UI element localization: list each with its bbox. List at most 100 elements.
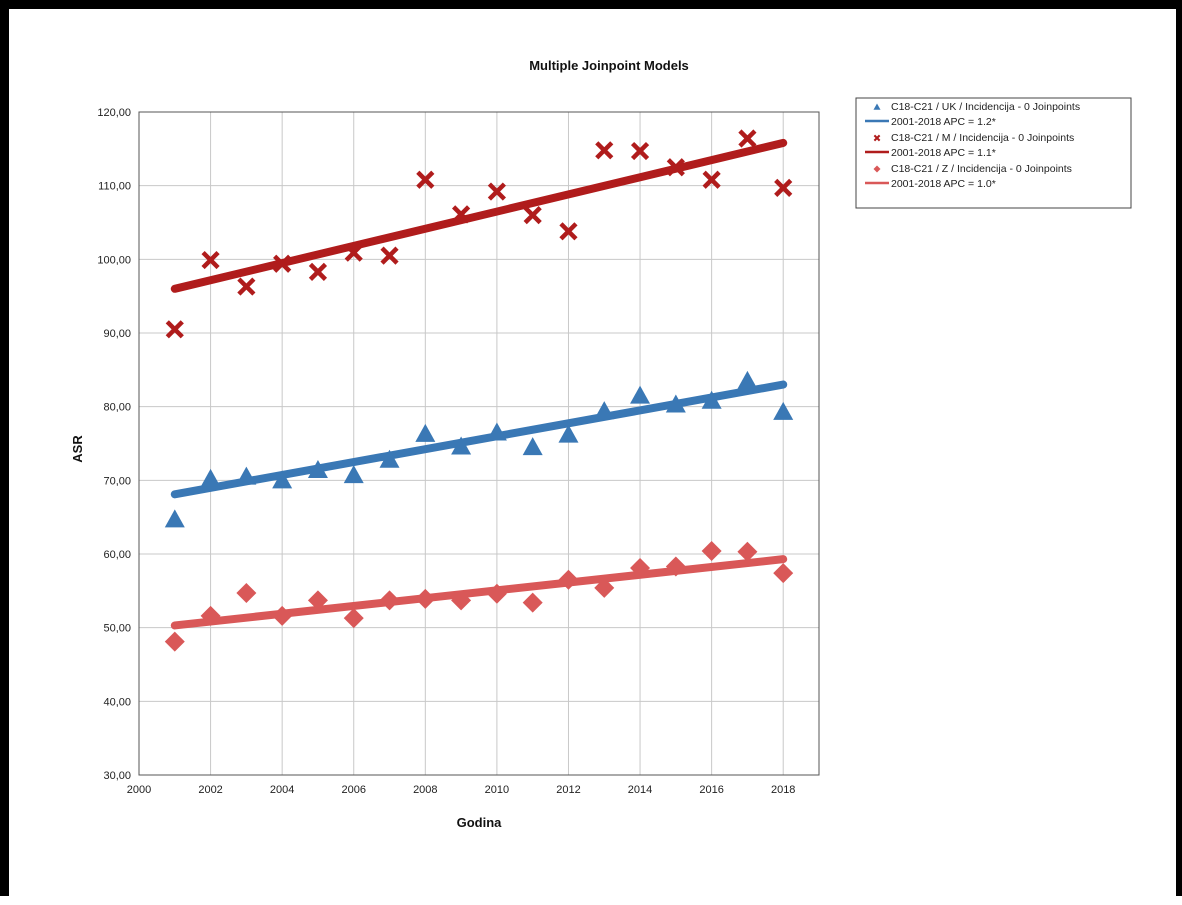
data-point-z bbox=[343, 608, 364, 629]
data-point-m bbox=[738, 129, 757, 148]
data-point-z bbox=[307, 590, 328, 611]
trend-line-z bbox=[170, 555, 788, 630]
data-point-m-stroke bbox=[774, 178, 793, 197]
data-point-m bbox=[523, 206, 542, 225]
plot-area-border bbox=[138, 111, 820, 776]
data-point-z bbox=[451, 590, 472, 611]
data-point-m bbox=[237, 277, 256, 296]
legend: C18-C21 / UK / Incidencija - 0 Joinpoint… bbox=[855, 97, 1132, 209]
data-point-m-stroke bbox=[308, 262, 328, 281]
data-point-m-stroke bbox=[666, 158, 685, 177]
data-point-uk bbox=[236, 466, 257, 485]
data-point-z bbox=[737, 541, 758, 562]
data-point-z bbox=[701, 541, 722, 562]
legend-label-m: C18-C21 / M / Incidencija - 0 Joinpoints bbox=[891, 132, 1074, 144]
x-tick-label: 2008 bbox=[413, 784, 437, 796]
data-point-uk bbox=[272, 470, 293, 489]
legend-label-z: C18-C21 / Z / Incidencija - 0 Joinpoints bbox=[891, 163, 1072, 175]
data-point-m bbox=[774, 178, 793, 197]
data-points bbox=[164, 129, 794, 652]
data-point-m-stroke bbox=[273, 254, 292, 273]
legend-fit-label-m: 2001-2018 APC = 1.1* bbox=[891, 147, 996, 159]
axis-ticks: 2000 2002 2004 2006 2008 2010 2012 2014 2016 2018… bbox=[97, 107, 795, 796]
x-tick-label: 2018 bbox=[771, 784, 795, 796]
y-tick-label: 110,00 bbox=[98, 181, 131, 193]
data-point-m bbox=[487, 182, 506, 201]
data-point-uk bbox=[379, 449, 400, 468]
data-point-z bbox=[630, 557, 651, 578]
data-point-m bbox=[201, 250, 220, 270]
data-point-uk bbox=[522, 437, 543, 456]
data-point-m-stroke bbox=[416, 170, 435, 189]
data-point-m bbox=[416, 170, 435, 189]
data-point-z bbox=[200, 605, 221, 626]
x-tick-label: 2002 bbox=[198, 784, 222, 796]
data-point-m-stroke bbox=[344, 243, 363, 262]
data-point-uk bbox=[701, 390, 722, 409]
data-point-z bbox=[272, 605, 293, 626]
data-point-uk bbox=[486, 422, 507, 441]
data-point-uk bbox=[630, 385, 651, 404]
data-point-m-stroke bbox=[559, 222, 578, 241]
y-tick-label: 60,00 bbox=[103, 549, 131, 561]
data-point-uk bbox=[415, 423, 436, 442]
legend-marker-m bbox=[873, 134, 881, 142]
y-axis-label: ASR bbox=[70, 435, 85, 463]
data-point-uk bbox=[307, 460, 328, 479]
data-point-m-stroke bbox=[165, 320, 184, 339]
trend-line-m bbox=[170, 138, 788, 293]
data-point-m bbox=[380, 246, 399, 265]
data-point-m-stroke bbox=[738, 129, 757, 148]
data-point-m-stroke bbox=[487, 182, 506, 201]
data-point-z bbox=[594, 577, 615, 598]
data-point-uk bbox=[665, 394, 686, 413]
data-point-m bbox=[595, 141, 614, 160]
data-point-uk bbox=[343, 465, 364, 484]
data-point-m bbox=[702, 170, 721, 189]
data-point-z bbox=[415, 588, 436, 609]
legend-fit-label-uk: 2001-2018 APC = 1.2* bbox=[891, 116, 996, 128]
y-tick-label: 40,00 bbox=[103, 696, 131, 708]
data-point-uk bbox=[737, 370, 758, 389]
data-point-uk bbox=[773, 401, 794, 420]
legend-marker-uk bbox=[873, 103, 881, 110]
trend-lines bbox=[170, 138, 788, 630]
legend-marker-m-stroke bbox=[873, 134, 881, 142]
data-point-m bbox=[165, 320, 184, 339]
chart-canvas: Multiple Joinpoint Models 2000 2002 2004 20… bbox=[70, 58, 1132, 830]
data-point-m-stroke bbox=[237, 277, 256, 296]
data-point-m-stroke bbox=[523, 206, 542, 225]
data-point-z bbox=[379, 590, 400, 611]
y-tick-label: 120,00 bbox=[97, 107, 131, 119]
data-point-m bbox=[273, 254, 292, 273]
data-point-m bbox=[452, 205, 471, 224]
x-tick-label: 2004 bbox=[270, 784, 294, 796]
data-point-m-stroke bbox=[595, 141, 614, 160]
data-point-z bbox=[236, 583, 257, 604]
data-point-m bbox=[344, 243, 363, 262]
y-tick-label: 30,00 bbox=[103, 770, 131, 782]
trend-line-uk bbox=[170, 380, 788, 499]
legend-fit-label-z: 2001-2018 APC = 1.0* bbox=[891, 178, 996, 190]
x-tick-label: 2010 bbox=[485, 784, 509, 796]
data-point-z bbox=[164, 631, 185, 652]
x-tick-label: 2016 bbox=[699, 784, 723, 796]
y-tick-label: 50,00 bbox=[103, 623, 131, 635]
data-point-m-stroke bbox=[452, 205, 471, 224]
y-tick-label: 90,00 bbox=[103, 328, 131, 340]
legend-marker-z bbox=[873, 165, 881, 173]
data-point-uk bbox=[451, 436, 472, 455]
data-point-m bbox=[559, 222, 578, 241]
data-point-z bbox=[522, 592, 543, 613]
data-point-z bbox=[486, 583, 507, 604]
data-point-z bbox=[665, 556, 686, 577]
x-tick-label: 2014 bbox=[628, 784, 652, 796]
legend-label-uk: C18-C21 / UK / Incidencija - 0 Joinpoint… bbox=[891, 101, 1080, 113]
x-tick-label: 2000 bbox=[127, 784, 151, 796]
data-point-uk bbox=[558, 424, 579, 443]
data-point-m-stroke bbox=[201, 250, 220, 270]
data-point-uk bbox=[594, 401, 615, 420]
data-point-uk bbox=[164, 509, 185, 528]
y-tick-label: 100,00 bbox=[97, 254, 131, 266]
data-point-m-stroke bbox=[702, 170, 721, 189]
